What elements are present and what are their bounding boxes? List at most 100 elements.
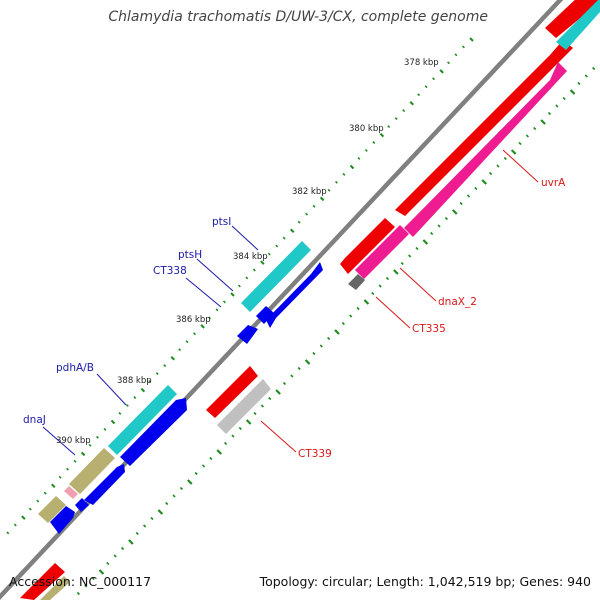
gene-olive-1[interactable] xyxy=(69,448,115,494)
tick-mark xyxy=(393,269,399,275)
tick-mark xyxy=(371,291,375,296)
topology-text: Topology: circular; Length: 1,042,519 bp… xyxy=(259,574,591,589)
tick-mark xyxy=(409,101,414,106)
gene-pdhA-B-arrow[interactable] xyxy=(120,398,187,466)
tick-mark xyxy=(88,443,92,447)
tick-mark xyxy=(422,239,429,245)
tick-mark xyxy=(106,561,110,566)
gene-pink[interactable] xyxy=(64,486,78,499)
tick-mark xyxy=(172,494,176,498)
tick-mark xyxy=(385,276,390,281)
tick-mark xyxy=(387,125,391,129)
label-CT339[interactable]: CT339 xyxy=(298,448,332,460)
tick-mark xyxy=(469,37,474,42)
tick-mark xyxy=(267,252,271,256)
gene-ptsI[interactable] xyxy=(241,241,311,312)
gene-red-bottom[interactable] xyxy=(20,563,65,600)
tick-mark xyxy=(394,117,398,121)
tick-mark xyxy=(282,236,286,240)
gene-grey[interactable] xyxy=(217,379,271,434)
tick-mark xyxy=(327,188,331,192)
label-dnaX_2[interactable]: dnaX_2 xyxy=(438,296,477,308)
tick-mark xyxy=(238,426,242,431)
label-ptsH[interactable]: ptsH xyxy=(178,249,202,261)
tick-mark xyxy=(525,134,529,138)
tick-mark xyxy=(363,299,370,305)
tick-mark xyxy=(170,356,175,361)
tick-mark xyxy=(6,531,10,535)
label-CT338[interactable]: CT338 xyxy=(153,265,187,277)
gene-magenta[interactable] xyxy=(404,62,567,237)
tick-mark xyxy=(533,126,537,131)
tick-mark xyxy=(481,179,488,185)
tick-mark xyxy=(305,212,309,216)
tick-label-378: 378 kbp xyxy=(404,58,439,68)
tick-mark xyxy=(400,261,404,266)
tick-mark xyxy=(73,459,77,463)
tick-mark xyxy=(36,499,40,503)
tick-mark xyxy=(245,419,252,425)
tick-mark xyxy=(379,132,385,138)
tick-mark xyxy=(230,292,235,297)
gene-dnaJ[interactable] xyxy=(84,464,125,505)
tick-mark xyxy=(454,53,458,57)
tick-mark xyxy=(133,396,137,399)
tick-mark xyxy=(155,372,159,376)
gene-cyan-top[interactable] xyxy=(556,0,600,50)
tick-mark xyxy=(120,546,125,551)
gene-blue-bottom[interactable] xyxy=(50,506,75,534)
tick-mark xyxy=(540,119,546,125)
tick-mark xyxy=(334,180,338,184)
gene-CT335[interactable] xyxy=(348,274,365,290)
tick-mark xyxy=(547,111,552,116)
label-ptsI[interactable]: ptsI xyxy=(212,216,231,228)
tick-mark xyxy=(157,509,164,515)
tick-mark xyxy=(186,479,193,485)
label-uvrA[interactable]: uvrA xyxy=(541,177,566,189)
tick-mark xyxy=(372,141,376,144)
tick-mark xyxy=(408,254,412,258)
tick-mark xyxy=(275,389,281,395)
tick-mark xyxy=(268,396,272,401)
tick-label-380: 380 kbp xyxy=(349,124,384,134)
gene-CT339[interactable] xyxy=(206,366,258,418)
tick-mark xyxy=(312,351,316,356)
tick-mark xyxy=(91,576,95,581)
gene-uvrA-top[interactable] xyxy=(545,0,600,38)
gene-CT338[interactable] xyxy=(237,325,258,344)
tick-mark xyxy=(319,196,325,202)
tick-mark xyxy=(474,186,478,191)
tick-mark xyxy=(439,69,444,74)
tick-mark xyxy=(13,523,17,527)
tick-mark xyxy=(245,276,249,280)
tick-mark xyxy=(252,268,256,272)
tick-mark xyxy=(364,148,368,152)
tick-mark xyxy=(163,364,167,368)
label-pdhA-B[interactable]: pdhA/B xyxy=(56,362,94,374)
gene-uvrA[interactable] xyxy=(395,40,573,216)
gene-pdhA-B[interactable] xyxy=(108,385,177,455)
gene-ptsH[interactable] xyxy=(256,306,274,324)
gene-dnaJ-small[interactable] xyxy=(75,498,89,512)
gene-olive-2[interactable] xyxy=(38,496,66,523)
label-dnaJ[interactable]: dnaJ xyxy=(23,414,46,426)
tick-mark xyxy=(297,220,301,224)
gene-ptsI-arrow[interactable] xyxy=(266,262,323,328)
tick-mark xyxy=(201,464,206,468)
tick-mark xyxy=(208,316,211,320)
tick-mark xyxy=(253,411,257,416)
tick-ruler xyxy=(6,37,474,535)
gene-magenta-2[interactable] xyxy=(355,225,409,279)
tick-mark xyxy=(503,156,507,161)
tick-mark xyxy=(260,404,264,408)
tick-mark xyxy=(378,284,382,288)
tick-mark xyxy=(451,209,458,215)
tick-mark xyxy=(179,486,183,491)
tick-mark xyxy=(432,77,436,81)
label-CT335[interactable]: CT335 xyxy=(412,323,446,335)
gene-olive-bottom[interactable] xyxy=(40,576,70,600)
gene-dnaX_2[interactable] xyxy=(340,218,395,274)
tick-mark xyxy=(437,224,441,228)
tick-mark xyxy=(290,228,295,233)
tick-mark xyxy=(290,374,294,378)
